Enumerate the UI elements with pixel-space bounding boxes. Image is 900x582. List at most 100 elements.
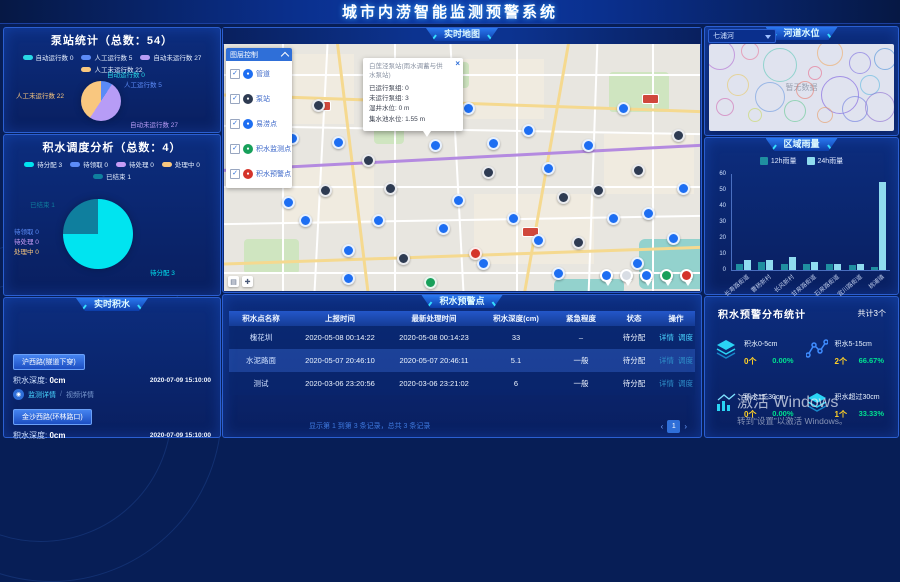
river-level-banner: 河道水位: [765, 27, 837, 40]
flood-point-marker[interactable]: [437, 222, 450, 235]
map-road-sign: [522, 227, 539, 237]
checkbox[interactable]: ✓: [230, 168, 240, 179]
pump-pin-icon[interactable]: [620, 269, 635, 288]
legend-item[interactable]: 已结束 1: [93, 171, 131, 181]
measure-tool-icon[interactable]: ✚: [242, 276, 253, 287]
checkbox[interactable]: ✓: [230, 143, 240, 154]
flood-point-marker[interactable]: [522, 124, 535, 137]
dispatch-link[interactable]: 调度: [678, 356, 693, 365]
pump-station-marker[interactable]: [482, 166, 495, 179]
pump-station-marker[interactable]: [557, 191, 570, 204]
prev-page-icon[interactable]: ‹: [660, 422, 664, 431]
table-row: 水泥路面 2020-05-07 20:46:10 2020-05-07 20:46:…: [229, 349, 695, 372]
flood-point-marker[interactable]: [677, 182, 690, 195]
legend-item[interactable]: 人工未运行数 22: [81, 64, 143, 74]
legend-item[interactable]: 人工运行数 5: [81, 52, 132, 62]
pump-station-marker[interactable]: [632, 164, 645, 177]
checkbox[interactable]: ✓: [230, 93, 240, 104]
flood-point-marker[interactable]: [667, 232, 680, 245]
dispatch-link[interactable]: 调度: [678, 379, 693, 388]
bubble: [784, 100, 806, 122]
pie-annotation: 待领取 0: [14, 229, 39, 236]
pump-station-marker[interactable]: [397, 252, 410, 265]
water-point-tag[interactable]: 金沙西路(环林路口): [13, 409, 92, 425]
monitor-point-marker[interactable]: [424, 276, 437, 289]
checkbox[interactable]: ✓: [230, 68, 240, 79]
layer-item[interactable]: ✓ ● 积水预警点: [226, 161, 292, 186]
flood-point-marker[interactable]: [452, 194, 465, 207]
pump-station-marker[interactable]: [362, 154, 375, 167]
flood-point-marker[interactable]: [507, 212, 520, 225]
water-point-tag[interactable]: 沪西路(隧道下穿): [13, 354, 85, 370]
checkbox[interactable]: ✓: [230, 118, 240, 129]
legend-item[interactable]: 处理中 0: [161, 159, 200, 169]
next-page-icon[interactable]: ›: [684, 422, 687, 431]
pump-icon: ●: [243, 93, 253, 104]
close-icon[interactable]: ×: [455, 59, 460, 68]
detail-link[interactable]: 详情: [659, 356, 674, 365]
pump-station-marker[interactable]: [592, 184, 605, 197]
flood-point-marker[interactable]: [607, 212, 620, 225]
flood-point-marker[interactable]: [582, 139, 595, 152]
pump-station-marker[interactable]: [312, 99, 325, 112]
legend-swatch: [70, 161, 81, 167]
bar-group: 宜川路街道: [837, 174, 864, 298]
flood-point-marker[interactable]: [542, 162, 555, 175]
stat-count: 2个: [834, 357, 847, 366]
video-detail-link[interactable]: 视频详情: [65, 391, 94, 399]
flood-point-marker[interactable]: [372, 214, 385, 227]
layer-control-panel: 图层控制 ✓ ● 管道 ✓ ● 泵站 ✓ ● 易涝点 ✓ ● 积水监测点 ✓ ● 积水预警点: [226, 48, 292, 188]
flood-point-marker[interactable]: [642, 207, 655, 220]
tab-realtime-map[interactable]: 实时地图: [426, 28, 498, 41]
flood-point-marker[interactable]: [429, 139, 442, 152]
layer-item[interactable]: ✓ ● 泵站: [226, 86, 292, 111]
flood-point-marker[interactable]: [477, 257, 490, 270]
table-cell: 一般: [573, 379, 589, 388]
layer-item[interactable]: ✓ ● 管道: [226, 61, 292, 86]
legend-swatch: [116, 161, 126, 167]
flood-point-marker[interactable]: [299, 214, 312, 227]
flood-point-marker[interactable]: [487, 137, 500, 150]
legend-item[interactable]: 自动运行数 0: [22, 52, 73, 62]
monitor-detail-link[interactable]: 监测详情: [28, 391, 56, 399]
current-page[interactable]: 1: [667, 420, 681, 433]
flood-point-marker[interactable]: [552, 267, 565, 280]
legend-item[interactable]: 待分配 3: [24, 159, 62, 169]
flood-point-marker[interactable]: [332, 136, 345, 149]
pump-station-marker[interactable]: [384, 182, 397, 195]
legend-item[interactable]: 待领取 0: [70, 159, 108, 169]
flood-point-marker[interactable]: [617, 102, 630, 115]
bubble: [709, 44, 735, 70]
legend-label: 人工运行数 5: [94, 55, 133, 62]
flood-point-marker[interactable]: [532, 234, 545, 247]
realtime-water-banner: 实时积水: [76, 298, 148, 311]
pump-station-marker[interactable]: [572, 236, 585, 249]
dispatch-link[interactable]: 调度: [678, 333, 693, 342]
flood-point-marker[interactable]: [282, 196, 295, 209]
pump-station-marker[interactable]: [672, 129, 685, 142]
layer-item[interactable]: ✓ ● 积水监测点: [226, 136, 292, 161]
layer-item[interactable]: ✓ ● 易涝点: [226, 111, 292, 136]
flood-point-marker[interactable]: [631, 257, 644, 270]
detail-link[interactable]: 详情: [659, 379, 674, 388]
flood-point-marker[interactable]: [342, 244, 355, 257]
detail-link[interactable]: 详情: [659, 333, 674, 342]
warning-point-marker[interactable]: [469, 247, 482, 260]
flood-point-marker[interactable]: [342, 272, 355, 285]
collapse-icon[interactable]: [280, 51, 290, 60]
warning-pin-icon[interactable]: [680, 269, 695, 288]
pump-station-marker[interactable]: [319, 184, 332, 197]
flood-point-marker[interactable]: [462, 102, 475, 115]
river-select[interactable]: 七浦河: [708, 29, 776, 43]
legend-item[interactable]: 24h雨量: [806, 156, 843, 166]
legend-item[interactable]: 自动未运行数 27: [140, 52, 201, 62]
rain-y-axis: 0 10 20 30 40 50 60: [707, 171, 729, 273]
legend-item[interactable]: 12h雨量: [759, 156, 797, 166]
monitor-pin-icon[interactable]: [660, 269, 675, 288]
pipe-pin-icon[interactable]: [600, 269, 615, 288]
flood-pin-icon[interactable]: [640, 269, 655, 288]
depth-label: 积水深度:: [13, 376, 50, 385]
layer-control-header[interactable]: 图层控制: [226, 48, 292, 61]
layers-tool-icon[interactable]: ▤: [228, 276, 239, 287]
legend-item[interactable]: 待处理 0: [116, 159, 154, 169]
